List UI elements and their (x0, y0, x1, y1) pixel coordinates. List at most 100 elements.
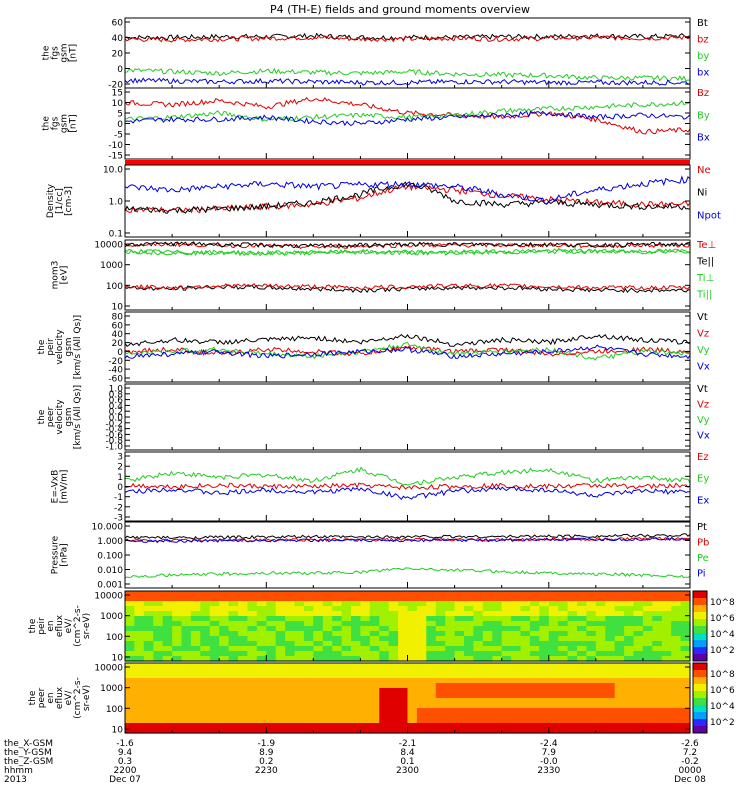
spectrogram-cell (172, 651, 183, 657)
spectrogram-cell (482, 698, 493, 704)
spectrogram-cell (247, 668, 258, 674)
spectrogram-cell (614, 611, 625, 617)
spectrogram-cell (473, 718, 484, 724)
spectrogram-cell (416, 698, 427, 704)
footer-value: 7.9 (542, 748, 557, 758)
spectrogram-cell (238, 663, 248, 669)
spectrogram-cell (294, 596, 305, 602)
spectrogram-cell (614, 601, 625, 607)
spectrogram-cell (633, 718, 644, 724)
spectrogram-cell (624, 636, 635, 642)
spectrogram-cell (577, 673, 587, 679)
spectrogram-cell (200, 673, 211, 679)
spectrogram-cell (539, 641, 550, 647)
y-axis-label: mom3 [eV] (51, 261, 70, 290)
legend-entry: Vz (697, 400, 709, 411)
spectrogram-cell (464, 601, 474, 607)
spectrogram-cell (247, 646, 258, 652)
spectrogram-cell (577, 616, 587, 622)
spectrogram-cell (567, 673, 578, 679)
spectrogram-cell (511, 723, 522, 729)
spectrogram-cell (153, 606, 164, 612)
spectrogram-cell (360, 723, 371, 729)
spectrogram-cell (454, 656, 465, 662)
legend-entry: Vy (697, 345, 710, 356)
spectrogram-cell (464, 636, 474, 642)
spectrogram-cell (577, 646, 587, 652)
spectrogram-cell (633, 703, 644, 709)
spectrogram-cell (247, 641, 258, 647)
spectrogram-cell (209, 631, 220, 637)
spectrogram-cell (586, 651, 597, 657)
spectrogram-cell (219, 651, 230, 657)
spectrogram-cell (482, 703, 493, 709)
spectrogram-cell (360, 718, 371, 724)
spectrogram-cell (680, 591, 691, 597)
spectrogram-cell (473, 688, 484, 694)
spectrogram-cell (153, 698, 164, 704)
spectrogram-cell (652, 698, 663, 704)
spectrogram-cell (125, 713, 135, 719)
spectrogram-cell (181, 606, 192, 612)
spectrogram-cell (134, 668, 145, 674)
spectrogram-cell (511, 601, 522, 607)
spectrogram-cell (492, 668, 503, 674)
spectrogram-cell (548, 646, 559, 652)
spectrogram-cell (416, 616, 427, 622)
y-axis-label-line: velocity (55, 399, 65, 435)
spectrogram-cell (313, 688, 324, 694)
footer-value: 2200 (114, 766, 137, 776)
spectrogram-cell (125, 616, 135, 622)
spectrogram-cell (143, 728, 154, 734)
spectrogram-cell (228, 651, 239, 657)
spectrogram-cell (190, 723, 201, 729)
spectrogram-cell (680, 631, 691, 637)
spectrogram-cell (388, 703, 399, 709)
spectrogram-cell (209, 668, 220, 674)
spectrogram-cell (275, 616, 286, 622)
spectrogram-cell (605, 683, 616, 689)
spectrogram-cell (228, 668, 239, 674)
spectrogram-cell (492, 723, 503, 729)
spectrogram-cell (303, 656, 314, 662)
spectrogram-cell (285, 683, 296, 689)
spectrogram-cell (398, 668, 409, 674)
series-line-pi (124, 536, 691, 544)
legend-entry: Te⊥ (696, 240, 716, 251)
spectrogram-cell (614, 646, 625, 652)
spectrogram-cell (190, 693, 201, 699)
spectrogram-cell (379, 688, 390, 694)
spectrogram-cell (605, 611, 616, 617)
spectrogram-cell (416, 713, 427, 719)
spectrogram-cell (492, 631, 503, 637)
spectrogram-cell (388, 646, 399, 652)
spectrogram-cell (332, 698, 343, 704)
y-axis-label-line: [mV/m] (60, 470, 70, 504)
spectrogram-cell (219, 678, 230, 684)
spectrogram-cell (586, 718, 597, 724)
spectrogram-cell (341, 693, 352, 699)
spectrogram-cell (482, 616, 493, 622)
spectrogram-cell (464, 673, 474, 679)
spectrogram-cell (360, 698, 371, 704)
spectrogram-cell (275, 683, 286, 689)
spectrogram-cell (642, 713, 653, 719)
spectrogram-cell (322, 718, 333, 724)
spectrogram-cell (511, 683, 522, 689)
y-axis-label: Density [1/cc] [cm-3] (46, 183, 74, 218)
spectrogram-cell (407, 631, 418, 637)
spectrogram-cell (680, 663, 691, 669)
spectrogram-cell (642, 606, 653, 612)
spectrogram-cell (482, 683, 493, 689)
spectrogram-cell (360, 591, 371, 597)
spectrogram-cell (614, 688, 625, 694)
spectrogram-cell (680, 698, 691, 704)
spectrogram-cell (219, 606, 230, 612)
spectrogram-cell (511, 713, 522, 719)
spectrogram-cell (190, 596, 201, 602)
spectrogram-cell (454, 606, 465, 612)
spectrogram-cell (445, 723, 456, 729)
y-axis-label-line: the (42, 116, 52, 131)
colorbar-segment (693, 712, 707, 720)
